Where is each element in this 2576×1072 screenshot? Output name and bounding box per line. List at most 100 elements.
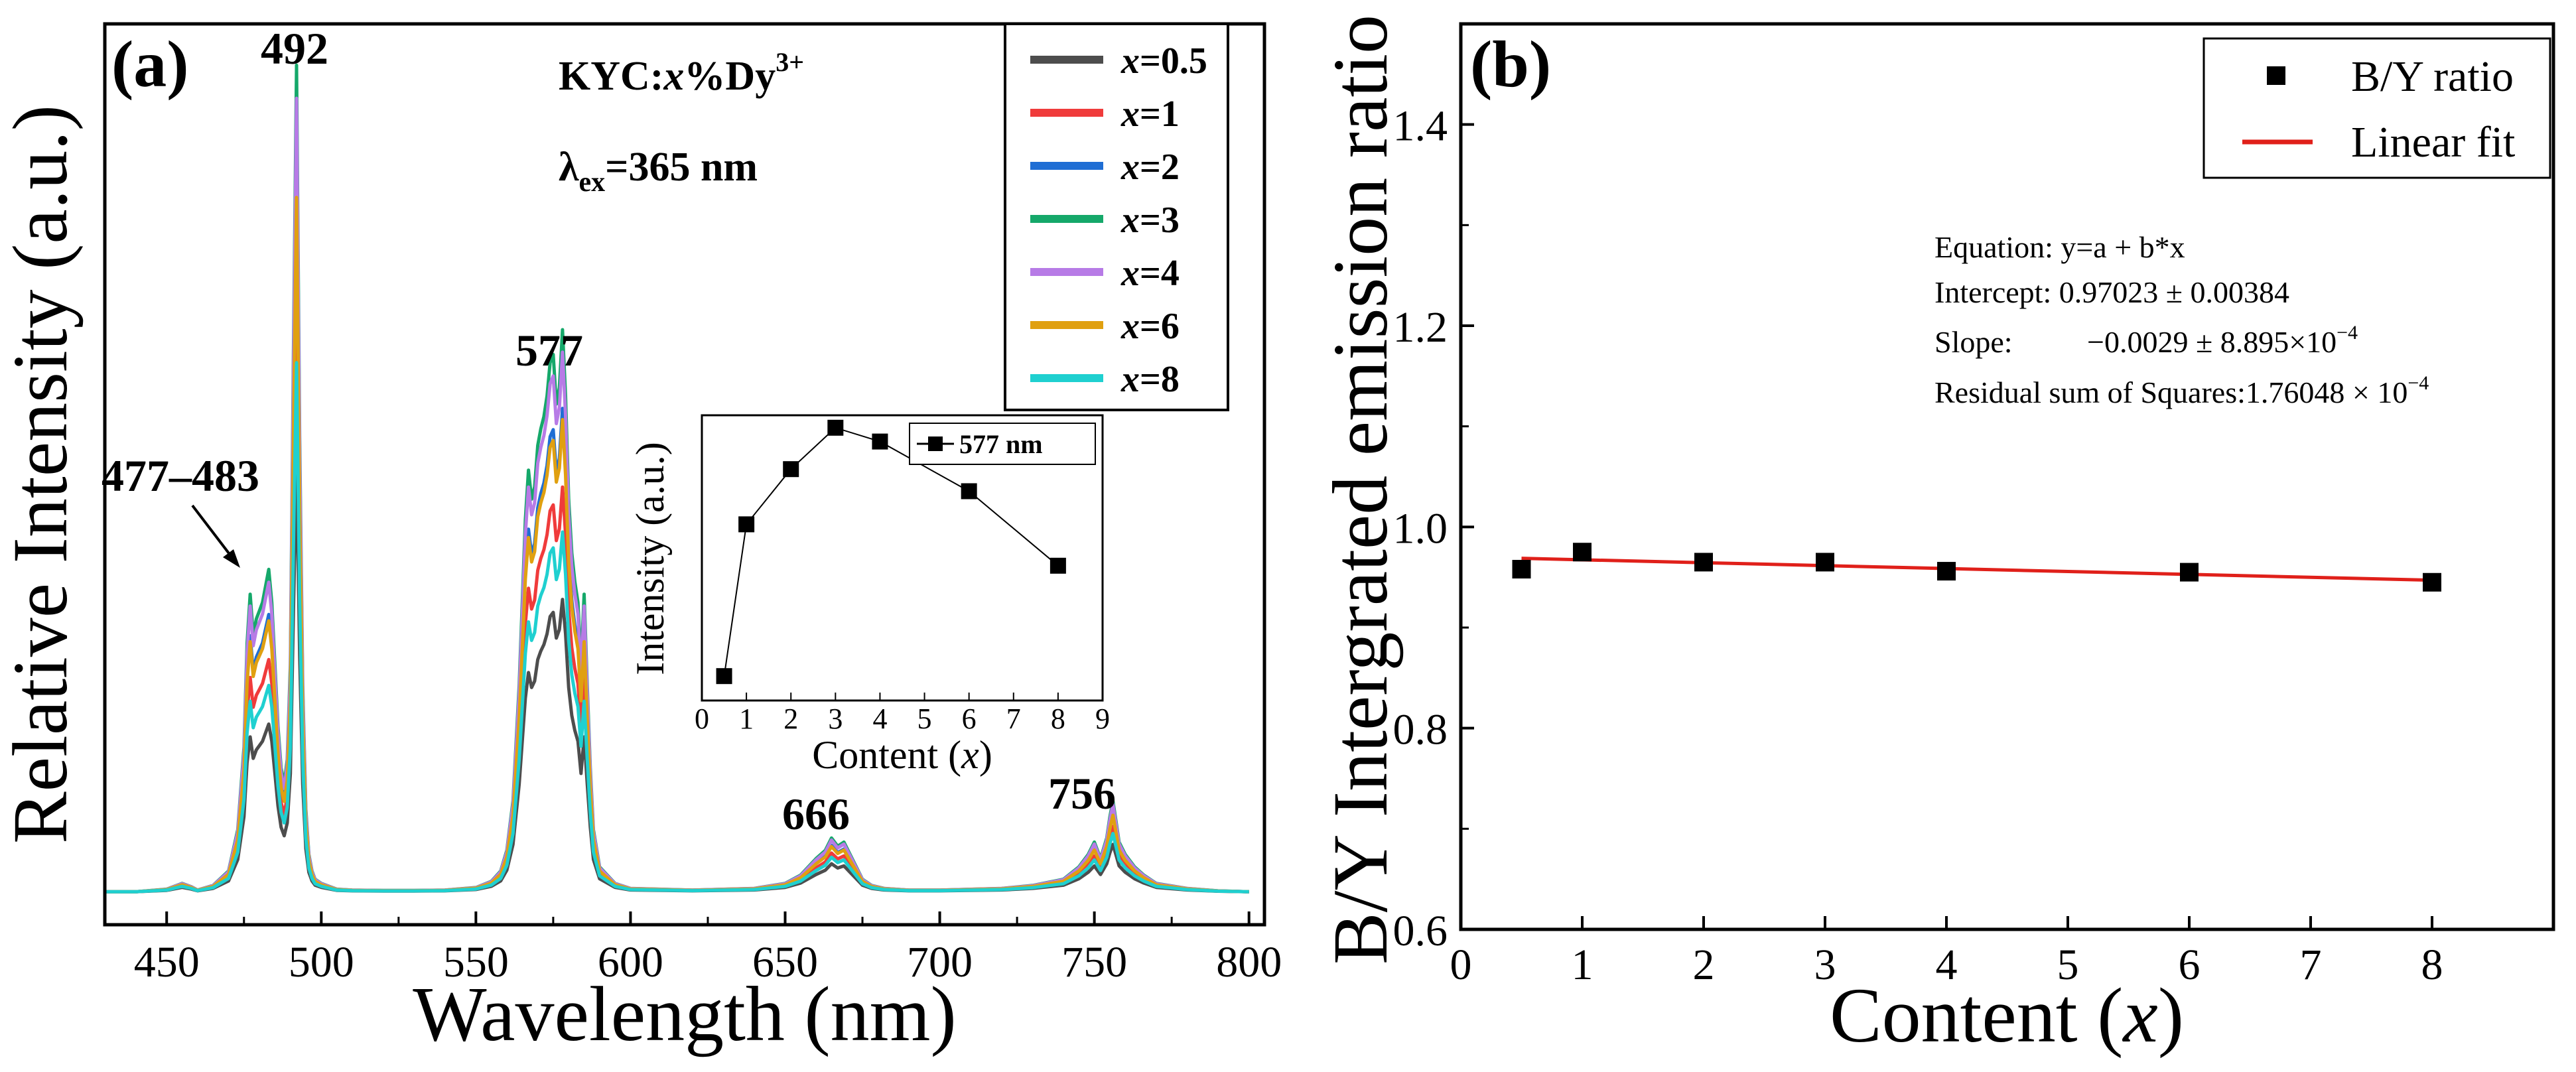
legend-label-value: =6 xyxy=(1140,306,1180,347)
inset-x-tick-label: 0 xyxy=(695,703,709,735)
panel-b-x-axis-title: Content (x) xyxy=(1830,972,2184,1059)
composition-prefix: KYC: xyxy=(559,54,663,99)
panel-a: 450 500 550 600 650 700 750 800 Wavelength (nm)… xyxy=(0,22,1282,1057)
legend-label-1: x=1 xyxy=(1120,94,1180,135)
inset-x-tick-label: 5 xyxy=(917,703,932,735)
excitation-annotation: λex=365 nm xyxy=(559,145,758,198)
panel-b-x-tick-label: 8 xyxy=(2421,941,2443,989)
peak-label-577: 577 xyxy=(515,325,583,375)
by-ratio-point xyxy=(2180,563,2199,582)
fit-slope-mantissa: −0.0029 ± 8.895×10 xyxy=(2087,325,2337,359)
panel-b-label: (b) xyxy=(1470,27,1551,101)
panel-b: 0 1 2 3 4 5 6 7 8 0.6 0.8 1.0 1.2 1.4 Content (x) B/Y… xyxy=(1317,15,2555,1059)
legend-label-6: x=8 xyxy=(1120,359,1180,400)
inset-x-tick-label: 3 xyxy=(828,703,843,735)
legend-label-linear-fit: Linear fit xyxy=(2351,118,2515,167)
by-ratio-point xyxy=(2423,572,2441,592)
panel-a-x-axis-title: Wavelength (nm) xyxy=(413,971,957,1057)
legend-label-2: x=2 xyxy=(1120,147,1180,188)
fit-intercept: Intercept: 0.97023 ± 0.00384 xyxy=(1934,275,2289,309)
inset-x-axis-title: Content (x) xyxy=(812,733,992,777)
x-tick-label: 750 xyxy=(1061,938,1127,986)
peak-label-492: 492 xyxy=(261,23,328,74)
legend-label-by-ratio: B/Y ratio xyxy=(2351,52,2514,101)
legend-label-var: x xyxy=(1120,359,1140,400)
inset-point xyxy=(783,461,799,478)
inset-x-axis-title-end: ) xyxy=(979,733,992,777)
excitation-value: =365 nm xyxy=(605,145,758,190)
by-ratio-point xyxy=(1816,553,1834,572)
panel-b-y-tick-label: 0.6 xyxy=(1393,907,1448,955)
legend-label-5: x=6 xyxy=(1120,306,1180,347)
panel-a-x-ticks: 450 500 550 600 650 700 750 800 xyxy=(134,911,1282,986)
by-ratio-point xyxy=(1694,553,1713,572)
panel-b-y-tick-label: 0.8 xyxy=(1393,706,1448,754)
panel-b-x-axis-title-end: ) xyxy=(2158,972,2184,1059)
inset-legend: 577 nm xyxy=(909,423,1096,465)
panel-b-x-axis-title-text: Content ( xyxy=(1830,972,2123,1059)
legend-label-value: =8 xyxy=(1140,359,1180,400)
inset-y-axis-title: Intensity (a.u.) xyxy=(628,442,672,675)
by-ratio-point xyxy=(1512,560,1531,579)
fit-slope-value: −0.0029 ± 8.895×10−4 xyxy=(2087,322,2358,359)
composition-annotation: KYC:x%Dy3+ xyxy=(559,47,804,99)
linear-fit-line xyxy=(1521,557,2433,582)
x-tick-label: 800 xyxy=(1216,938,1282,986)
panel-a-legend: x=0.5x=1x=2x=3x=4x=6x=8 xyxy=(1004,23,1229,411)
fit-statistics: Equation: y=a + b*x Intercept: 0.97023 ±… xyxy=(1934,230,2429,409)
panel-b-x-tick-label: 5 xyxy=(2057,941,2079,989)
composition-superscript: 3+ xyxy=(776,47,804,77)
inset-point xyxy=(827,419,844,436)
inset-x-tick-label: 7 xyxy=(1006,703,1021,735)
peak-label-756: 756 xyxy=(1048,768,1116,819)
legend-label-var: x xyxy=(1120,147,1140,188)
inset-series xyxy=(716,419,1066,685)
legend-label-var: x xyxy=(1120,40,1140,82)
x-tick-label: 650 xyxy=(752,938,818,986)
panel-b-x-tick-label: 2 xyxy=(1693,941,1715,989)
inset-x-tick-label: 1 xyxy=(739,703,754,735)
legend-label-var: x xyxy=(1120,200,1140,241)
inset-point xyxy=(716,668,732,685)
by-ratio-point xyxy=(1573,543,1592,562)
panel-b-y-tick-label: 1.4 xyxy=(1393,102,1448,151)
x-tick-label: 550 xyxy=(443,938,509,986)
inset-x-tick-label: 6 xyxy=(962,703,977,735)
peak-label-477-483: 477–483 xyxy=(102,450,259,501)
inset-legend-label: 577 nm xyxy=(959,429,1043,459)
inset-point xyxy=(872,433,888,450)
legend-label-value: =1 xyxy=(1140,94,1180,135)
panel-a-plot-frame xyxy=(103,22,1266,927)
legend-label-var: x xyxy=(1120,306,1140,347)
panel-b-x-axis-title-var: x xyxy=(2122,972,2157,1059)
by-ratio-series xyxy=(1512,543,2441,592)
panel-a-label: (a) xyxy=(111,27,189,101)
inset-point xyxy=(1050,557,1066,574)
panel-b-y-axis-title: B/Y Intergrated emission ratio xyxy=(1317,15,1404,965)
spectrum-series-6 xyxy=(105,361,1249,894)
fit-residual-mantissa: Residual sum of Squares:1.76048 × 10 xyxy=(1934,375,2407,409)
legend-label-value: =3 xyxy=(1140,200,1180,241)
panel-a-legend-entries: x=0.5x=1x=2x=3x=4x=6x=8 xyxy=(1030,40,1207,400)
legend-label-3: x=3 xyxy=(1120,200,1180,241)
linear-fit-series xyxy=(1521,557,2433,582)
by-ratio-point xyxy=(1937,562,1956,581)
panel-b-legend: B/Y ratio Linear fit xyxy=(2203,37,2551,179)
panel-b-x-tick-label: 6 xyxy=(2179,941,2201,989)
legend-marker-by-ratio xyxy=(2267,66,2285,85)
peak-label-666: 666 xyxy=(782,789,850,839)
fit-slope-exponent: −4 xyxy=(2337,322,2358,344)
inset-x-tick-label: 9 xyxy=(1095,703,1110,735)
inset-legend-marker xyxy=(928,436,943,451)
x-tick-label: 600 xyxy=(598,938,663,986)
panel-b-x-tick-label: 4 xyxy=(1936,941,1958,989)
legend-label-value: =0.5 xyxy=(1140,40,1207,82)
inset-x-tick-label: 8 xyxy=(1051,703,1065,735)
panel-b-y-tick-label: 1.0 xyxy=(1393,504,1448,553)
peak-arrow xyxy=(191,504,240,568)
legend-label-4: x=4 xyxy=(1120,253,1180,294)
panel-b-plot-frame xyxy=(1459,22,2555,931)
